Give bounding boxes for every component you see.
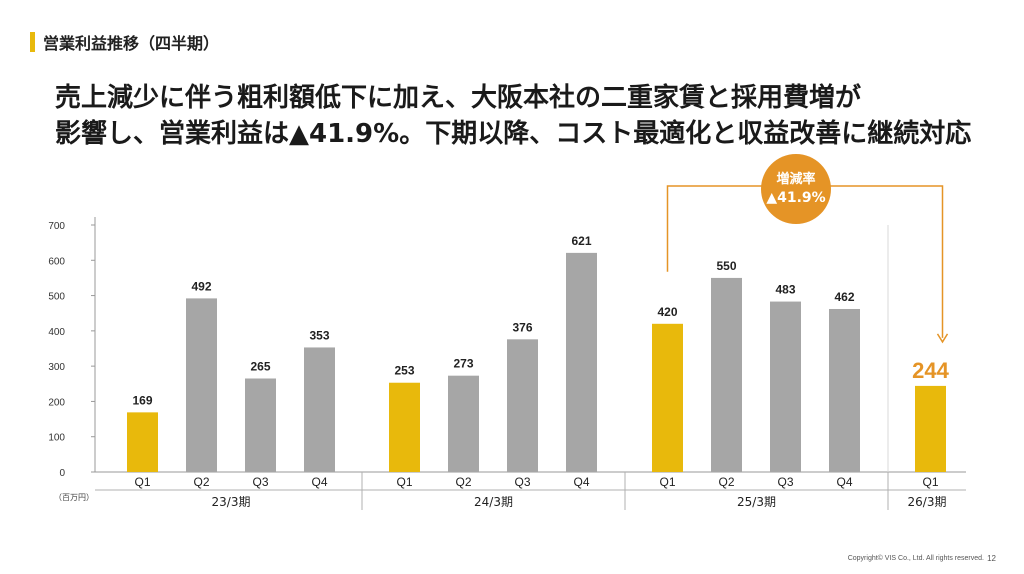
bar-23/3期-Q4 [304, 347, 335, 472]
bar-24/3期-Q2 [448, 375, 479, 472]
bar-24/3期-Q4 [566, 252, 597, 472]
x-category-label: Q2 [718, 475, 734, 489]
data-label: 273 [453, 357, 473, 371]
group-label: 25/3期 [737, 495, 776, 509]
headline-line-1: 売上減少に伴う粗利額低下に加え、大阪本社の二重家賃と採用費増が [55, 83, 862, 113]
copyright-text: Copyright© VIS Co., Ltd. All rights rese… [847, 555, 984, 562]
x-category-label: Q1 [396, 475, 412, 489]
change-rate-label: 増減率 [776, 171, 815, 187]
change-rate-value: ▲41.9% [766, 190, 825, 206]
data-label: 550 [716, 259, 736, 273]
y-tick-label: 0 [59, 468, 65, 479]
data-label: 265 [250, 359, 270, 373]
emphasized-data-label: 244 [912, 358, 949, 383]
bar-24/3期-Q1 [389, 382, 420, 472]
data-label: 462 [834, 290, 854, 304]
y-tick-label: 100 [48, 433, 65, 444]
bar-23/3期-Q1 [127, 412, 158, 472]
bar-23/3期-Q2 [186, 298, 217, 472]
x-category-label: Q1 [659, 475, 675, 489]
bar-24/3期-Q3 [507, 339, 538, 472]
x-category-label: Q3 [252, 475, 268, 489]
x-category-label: Q3 [514, 475, 530, 489]
group-label: 23/3期 [212, 495, 251, 509]
change-rate-badge [761, 154, 831, 224]
data-label: 353 [309, 328, 329, 342]
bar-25/3期-Q2 [711, 277, 742, 472]
headline-line-2: 影響し、営業利益は▲41.9%。下期以降、コスト最適化と収益改善に継続対応 [55, 119, 972, 149]
page-number: 12 [987, 554, 996, 563]
y-tick-label: 400 [48, 327, 65, 338]
x-category-label: Q4 [836, 475, 852, 489]
arrow-down-icon [936, 333, 949, 344]
bar-23/3期-Q3 [245, 378, 276, 472]
data-label: 483 [775, 283, 795, 297]
y-tick-label: 200 [48, 397, 65, 408]
data-label: 420 [657, 305, 677, 319]
group-label: 26/3期 [908, 495, 947, 509]
section-accent-bar [30, 32, 35, 52]
y-tick-label: 300 [48, 362, 65, 373]
section-title: 営業利益推移（四半期） [43, 34, 220, 53]
data-label: 253 [394, 364, 414, 378]
x-category-label: Q1 [922, 475, 938, 489]
x-category-label: Q3 [777, 475, 793, 489]
bar-25/3期-Q4 [829, 308, 860, 472]
x-category-label: Q1 [134, 475, 150, 489]
bar-25/3期-Q3 [770, 301, 801, 472]
x-category-label: Q2 [455, 475, 471, 489]
headline: 売上減少に伴う粗利額低下に加え、大阪本社の二重家賃と採用費増が 影響し、営業利益… [55, 80, 971, 152]
y-tick-label: 600 [48, 256, 65, 267]
data-label: 169 [132, 393, 152, 407]
x-category-label: Q2 [193, 475, 209, 489]
data-label: 621 [571, 234, 591, 248]
x-category-label: Q4 [311, 475, 327, 489]
bar-25/3期-Q1 [652, 323, 683, 472]
y-tick-label: 700 [48, 221, 65, 232]
bar-26/3期-Q1 [915, 385, 946, 472]
group-label: 24/3期 [474, 495, 513, 509]
data-label: 376 [512, 320, 532, 334]
data-label: 492 [191, 279, 211, 293]
x-category-label: Q4 [573, 475, 589, 489]
y-tick-label: 500 [48, 292, 65, 303]
unit-label: （百万円） [54, 493, 94, 502]
